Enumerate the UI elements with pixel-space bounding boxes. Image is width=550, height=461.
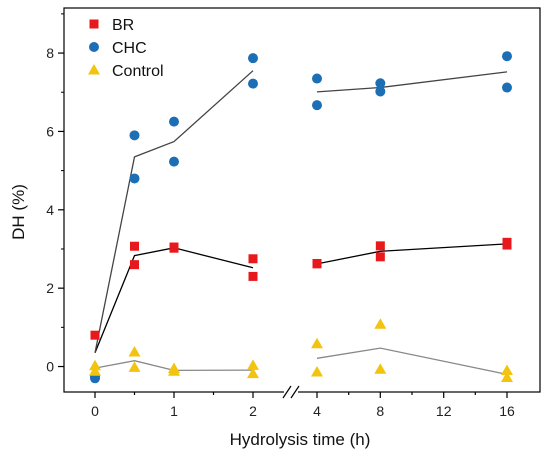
x-tick-label: 12 bbox=[436, 403, 452, 419]
br-legend-marker bbox=[89, 19, 99, 29]
legend-label: Control bbox=[112, 63, 164, 80]
control-point bbox=[500, 371, 513, 383]
control-point bbox=[311, 337, 323, 349]
control-point bbox=[247, 367, 259, 379]
chc-point bbox=[501, 82, 512, 93]
chc-fit-line bbox=[316, 71, 508, 93]
fit-lines bbox=[94, 70, 508, 376]
y-tick-label: 4 bbox=[46, 202, 54, 218]
axis-break-mark bbox=[282, 385, 300, 399]
legend: BR CHC Control bbox=[88, 17, 164, 80]
chc-point bbox=[375, 78, 386, 89]
plot-frame bbox=[63, 7, 541, 393]
br-point bbox=[312, 259, 322, 269]
br-point bbox=[90, 330, 100, 340]
x-tick-label: 4 bbox=[313, 403, 321, 419]
control-point bbox=[168, 365, 180, 376]
legend-label: BR bbox=[112, 17, 134, 34]
legend-label: CHC bbox=[112, 40, 147, 57]
control-fit-line bbox=[316, 347, 508, 376]
axis-break-slash bbox=[282, 385, 292, 399]
chc-point bbox=[312, 100, 322, 111]
br-point bbox=[248, 254, 258, 264]
chc-fit-line bbox=[94, 70, 254, 353]
br-point bbox=[248, 271, 258, 281]
control-point bbox=[128, 346, 141, 357]
chc-point bbox=[129, 173, 140, 184]
x-tick-label: 0 bbox=[91, 403, 99, 419]
axis-break-slash bbox=[290, 385, 300, 399]
br-fit-line bbox=[316, 243, 508, 265]
control-point bbox=[89, 365, 101, 376]
control-point bbox=[311, 366, 323, 377]
y-axis-title: DH (%) bbox=[9, 184, 28, 240]
x-axis-title: Hydrolysis time (h) bbox=[230, 430, 371, 449]
chc-point bbox=[169, 116, 179, 127]
control-point bbox=[128, 361, 141, 372]
axis-break-gap bbox=[284, 388, 298, 396]
chc-point bbox=[129, 130, 140, 141]
chc-point bbox=[248, 53, 258, 64]
y-tick-label: 0 bbox=[46, 359, 54, 375]
br-point bbox=[130, 241, 139, 251]
x-tick-label: 1 bbox=[170, 403, 178, 419]
chc-legend-marker bbox=[89, 42, 99, 52]
control-point bbox=[374, 363, 387, 374]
br-point bbox=[502, 240, 512, 250]
br-point bbox=[169, 242, 179, 252]
chc-point bbox=[501, 51, 512, 62]
y-tick-label: 6 bbox=[46, 123, 54, 139]
y-tick-label: 2 bbox=[46, 280, 54, 296]
br-point bbox=[375, 252, 385, 262]
control-point bbox=[374, 318, 387, 329]
x-tick-label: 16 bbox=[499, 403, 515, 419]
br-point bbox=[375, 241, 385, 251]
br-fit-line bbox=[94, 247, 254, 354]
x-tick-label: 2 bbox=[249, 403, 257, 419]
x-tick-label: 8 bbox=[376, 403, 384, 419]
chc-point bbox=[169, 156, 179, 167]
data-points bbox=[89, 51, 513, 384]
chc-point bbox=[248, 78, 258, 89]
y-tick-label: 8 bbox=[46, 45, 54, 61]
control-point bbox=[89, 359, 101, 371]
control-point bbox=[247, 359, 259, 370]
chc-point bbox=[375, 86, 386, 97]
control-point bbox=[500, 364, 513, 375]
control-legend-marker bbox=[88, 64, 100, 75]
br-point bbox=[130, 260, 139, 270]
control-fit-line bbox=[94, 360, 254, 372]
chc-point bbox=[312, 73, 322, 84]
